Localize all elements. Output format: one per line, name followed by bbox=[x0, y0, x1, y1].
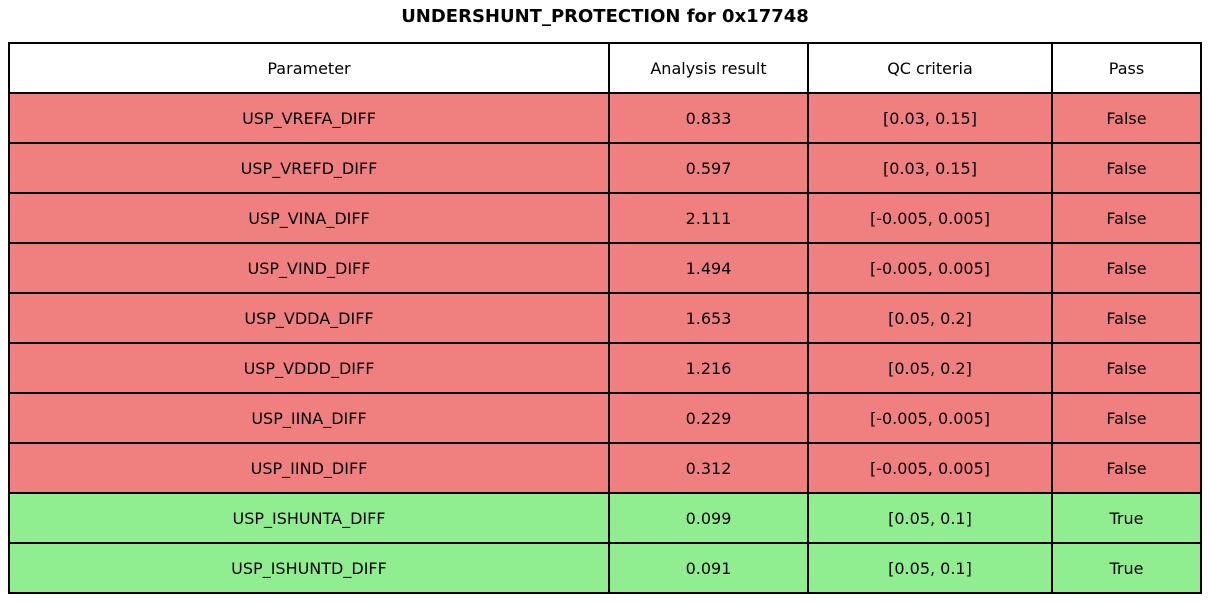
cell-pass: True bbox=[1051, 542, 1202, 594]
cell-analysis-result: 0.091 bbox=[608, 542, 809, 594]
column-header-qc-criteria: QC criteria bbox=[807, 42, 1053, 94]
cell-pass: False bbox=[1051, 242, 1202, 294]
table-row: USP_VDDD_DIFF 1.216 [0.05, 0.2] False bbox=[8, 342, 1202, 394]
cell-parameter: USP_VDDD_DIFF bbox=[8, 342, 610, 394]
cell-qc-criteria: [-0.005, 0.005] bbox=[807, 242, 1053, 294]
chart-title: UNDERSHUNT_PROTECTION for 0x17748 bbox=[401, 6, 809, 27]
table-row: USP_IIND_DIFF 0.312 [-0.005, 0.005] False bbox=[8, 442, 1202, 494]
table-row: USP_VREFD_DIFF 0.597 [0.03, 0.15] False bbox=[8, 142, 1202, 194]
cell-analysis-result: 0.312 bbox=[608, 442, 809, 494]
cell-parameter: USP_VREFA_DIFF bbox=[8, 92, 610, 144]
cell-qc-criteria: [0.05, 0.2] bbox=[807, 342, 1053, 394]
cell-parameter: USP_ISHUNTD_DIFF bbox=[8, 542, 610, 594]
cell-qc-criteria: [0.05, 0.2] bbox=[807, 292, 1053, 344]
cell-pass: False bbox=[1051, 292, 1202, 344]
column-header-analysis-result: Analysis result bbox=[608, 42, 809, 94]
cell-pass: True bbox=[1051, 492, 1202, 544]
cell-parameter: USP_IINA_DIFF bbox=[8, 392, 610, 444]
cell-pass: False bbox=[1051, 392, 1202, 444]
column-header-parameter: Parameter bbox=[8, 42, 610, 94]
cell-analysis-result: 0.597 bbox=[608, 142, 809, 194]
cell-analysis-result: 1.216 bbox=[608, 342, 809, 394]
cell-qc-criteria: [0.03, 0.15] bbox=[807, 142, 1053, 194]
cell-parameter: USP_VINA_DIFF bbox=[8, 192, 610, 244]
table-row: USP_VREFA_DIFF 0.833 [0.03, 0.15] False bbox=[8, 92, 1202, 144]
cell-qc-criteria: [0.05, 0.1] bbox=[807, 492, 1053, 544]
cell-pass: False bbox=[1051, 92, 1202, 144]
table-row: USP_VDDA_DIFF 1.653 [0.05, 0.2] False bbox=[8, 292, 1202, 344]
cell-qc-criteria: [-0.005, 0.005] bbox=[807, 192, 1053, 244]
cell-pass: False bbox=[1051, 192, 1202, 244]
cell-analysis-result: 2.111 bbox=[608, 192, 809, 244]
cell-analysis-result: 1.494 bbox=[608, 242, 809, 294]
cell-pass: False bbox=[1051, 342, 1202, 394]
cell-analysis-result: 0.833 bbox=[608, 92, 809, 144]
header-row: Parameter Analysis result QC criteria Pa… bbox=[8, 42, 1202, 94]
table-row: USP_IINA_DIFF 0.229 [-0.005, 0.005] False bbox=[8, 392, 1202, 444]
cell-parameter: USP_IIND_DIFF bbox=[8, 442, 610, 494]
table-row: USP_VIND_DIFF 1.494 [-0.005, 0.005] False bbox=[8, 242, 1202, 294]
cell-parameter: USP_VIND_DIFF bbox=[8, 242, 610, 294]
cell-pass: False bbox=[1051, 142, 1202, 194]
cell-parameter: USP_VDDA_DIFF bbox=[8, 292, 610, 344]
cell-analysis-result: 1.653 bbox=[608, 292, 809, 344]
table-row: USP_ISHUNTD_DIFF 0.091 [0.05, 0.1] True bbox=[8, 542, 1202, 594]
cell-qc-criteria: [0.05, 0.1] bbox=[807, 542, 1053, 594]
qc-results-table: Parameter Analysis result QC criteria Pa… bbox=[8, 42, 1202, 594]
table-body: USP_VREFA_DIFF 0.833 [0.03, 0.15] False USP_… bbox=[8, 92, 1202, 594]
cell-parameter: USP_VREFD_DIFF bbox=[8, 142, 610, 194]
cell-analysis-result: 0.099 bbox=[608, 492, 809, 544]
cell-qc-criteria: [0.03, 0.15] bbox=[807, 92, 1053, 144]
cell-parameter: USP_ISHUNTA_DIFF bbox=[8, 492, 610, 544]
cell-qc-criteria: [-0.005, 0.005] bbox=[807, 392, 1053, 444]
cell-analysis-result: 0.229 bbox=[608, 392, 809, 444]
table-row: USP_ISHUNTA_DIFF 0.099 [0.05, 0.1] True bbox=[8, 492, 1202, 544]
table-row: USP_VINA_DIFF 2.111 [-0.005, 0.005] False bbox=[8, 192, 1202, 244]
cell-pass: False bbox=[1051, 442, 1202, 494]
column-header-pass: Pass bbox=[1051, 42, 1202, 94]
cell-qc-criteria: [-0.005, 0.005] bbox=[807, 442, 1053, 494]
